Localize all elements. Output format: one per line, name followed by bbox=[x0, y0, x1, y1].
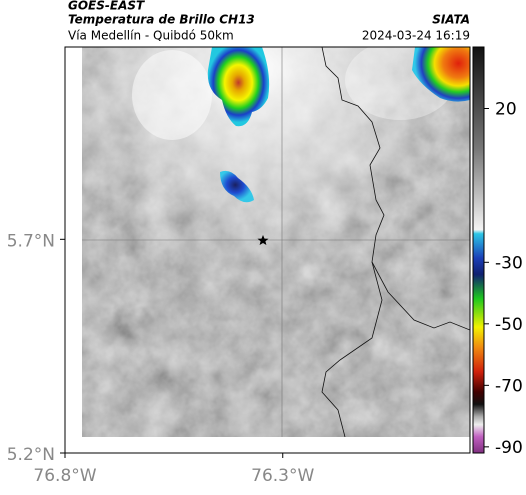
satellite-image bbox=[82, 47, 470, 437]
x-tick-label: 76.8°W bbox=[33, 466, 96, 486]
region-label: Vía Medellín - Quibdó 50km bbox=[68, 29, 234, 43]
cold-cloud bbox=[207, 47, 270, 127]
map-frame bbox=[64, 46, 471, 454]
border bbox=[321, 47, 470, 331]
colorbar-tick-label: -70 bbox=[495, 376, 523, 396]
colorbar bbox=[472, 46, 485, 454]
timestamp: 2024-03-24 16:19 bbox=[362, 29, 470, 43]
colorbar-tick-label: 20 bbox=[495, 100, 517, 120]
cold-cloud bbox=[220, 170, 254, 203]
colorbar-tick-label: -50 bbox=[495, 315, 523, 335]
border bbox=[321, 261, 383, 437]
colorbar-tick-label: -90 bbox=[495, 438, 523, 458]
location-marker bbox=[257, 235, 269, 245]
y-tick-label: 5.2°N bbox=[7, 445, 55, 465]
cold-cloud bbox=[412, 47, 470, 102]
colorbar-tick-label: -30 bbox=[495, 253, 523, 273]
source-label: SIATA bbox=[432, 13, 470, 27]
y-tick-label: 5.7°N bbox=[7, 231, 55, 251]
title: GOES-EAST bbox=[68, 0, 145, 13]
x-tick-label: 76.3°W bbox=[251, 466, 314, 486]
subtitle: Temperatura de Brillo CH13 bbox=[68, 13, 255, 27]
